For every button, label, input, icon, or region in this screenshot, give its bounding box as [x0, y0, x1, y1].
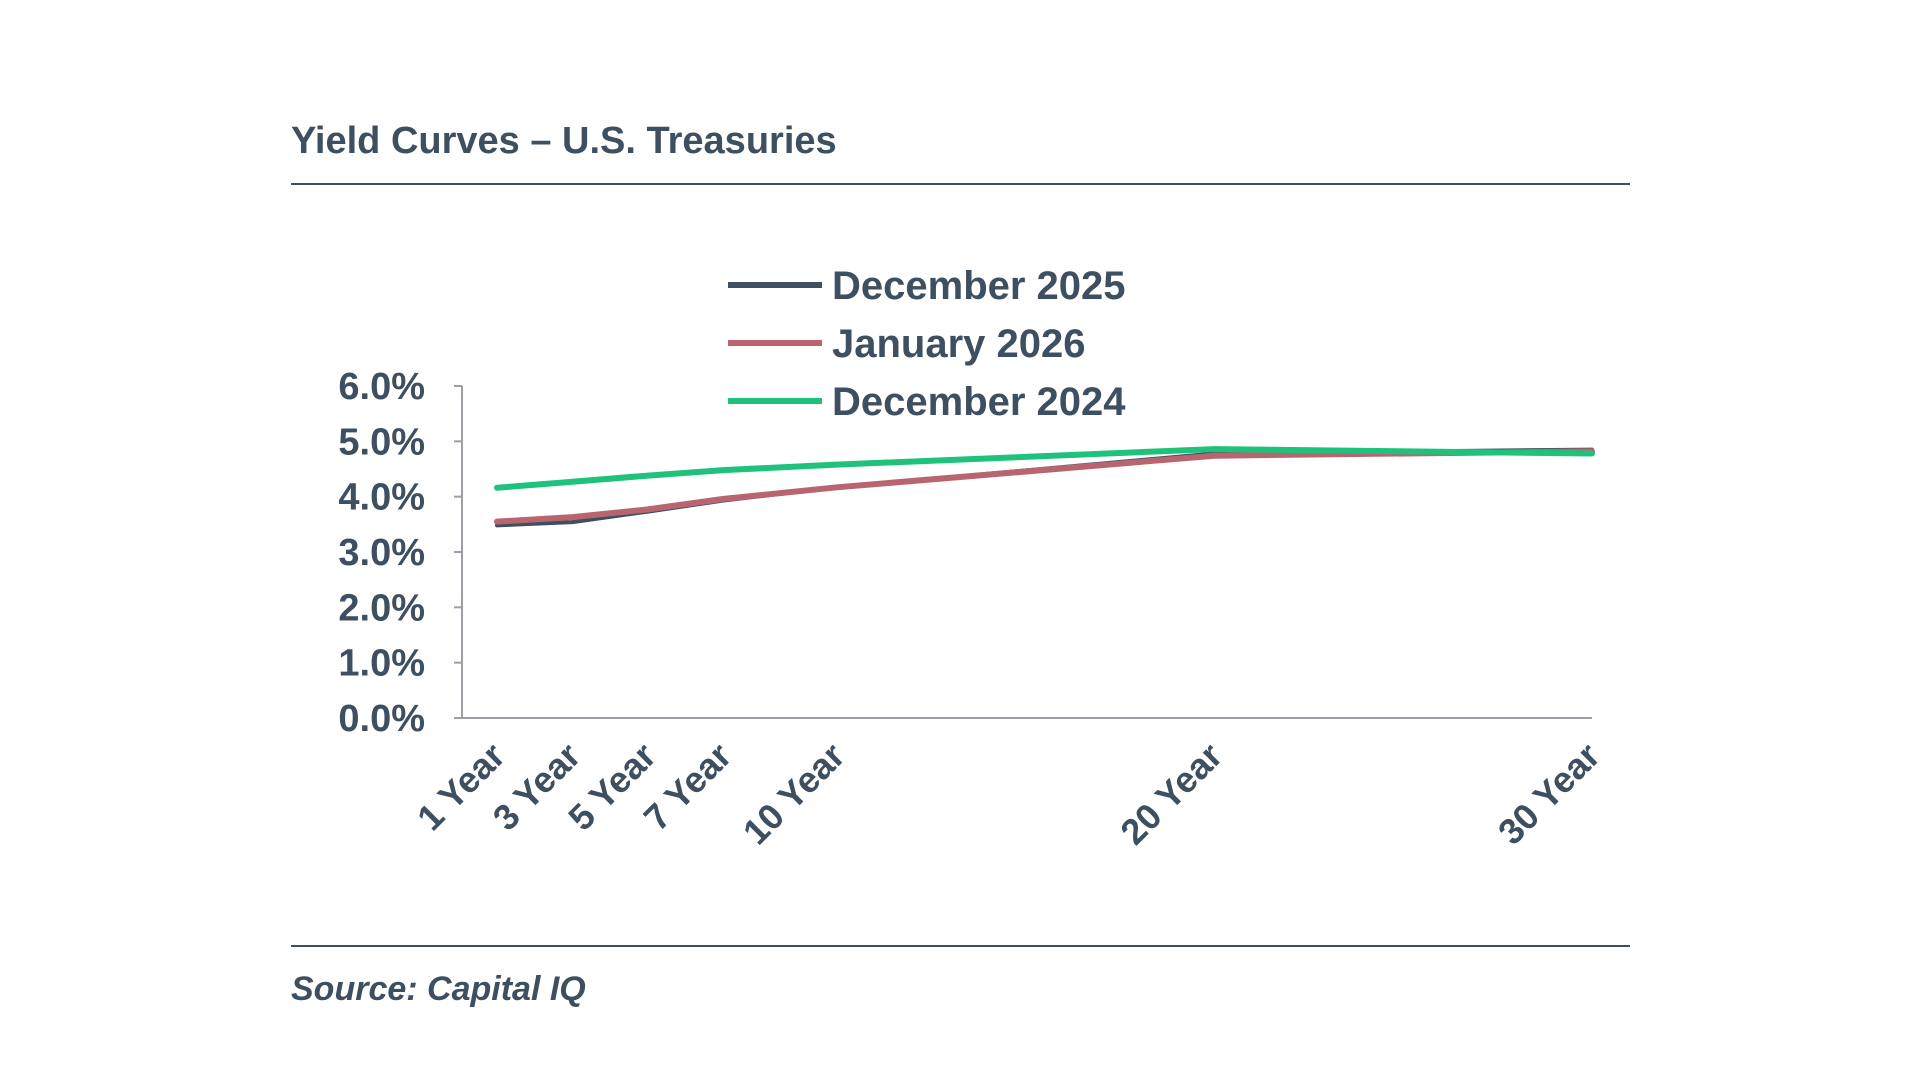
source-divider — [291, 945, 1630, 947]
y-tick-label: 4.0% — [338, 477, 425, 519]
series-lines — [494, 446, 1595, 528]
legend: December 2025 January 2026 December 2024 — [728, 264, 1126, 424]
y-tick-label: 1.0% — [338, 643, 425, 685]
legend-label: December 2025 — [832, 264, 1126, 308]
x-tick-label: 20 Year — [1112, 735, 1230, 853]
x-tick-label: 10 Year — [735, 735, 853, 853]
y-tick-label: 6.0% — [338, 366, 425, 408]
legend-label: January 2026 — [832, 322, 1086, 366]
chart-title: Yield Curves – U.S. Treasuries — [291, 120, 837, 162]
series-line-1 — [494, 448, 1595, 525]
y-tick-label: 0.0% — [338, 698, 425, 740]
title-divider — [291, 183, 1630, 185]
series-line-2 — [494, 446, 1595, 491]
series-line-0 — [495, 447, 1594, 528]
y-tick-label: 2.0% — [338, 587, 425, 629]
y-tick-label: 5.0% — [338, 421, 425, 463]
x-tick-label: 7 Year — [636, 735, 740, 839]
source-note: Source: Capital IQ — [291, 970, 586, 1008]
y-tick-label: 3.0% — [338, 532, 425, 574]
legend-label: December 2024 — [832, 380, 1126, 424]
x-tick-label: 30 Year — [1490, 735, 1608, 853]
y-axis: 0.0% 1.0% 2.0% 3.0% 4.0% 5.0% 6.0% — [338, 366, 463, 740]
